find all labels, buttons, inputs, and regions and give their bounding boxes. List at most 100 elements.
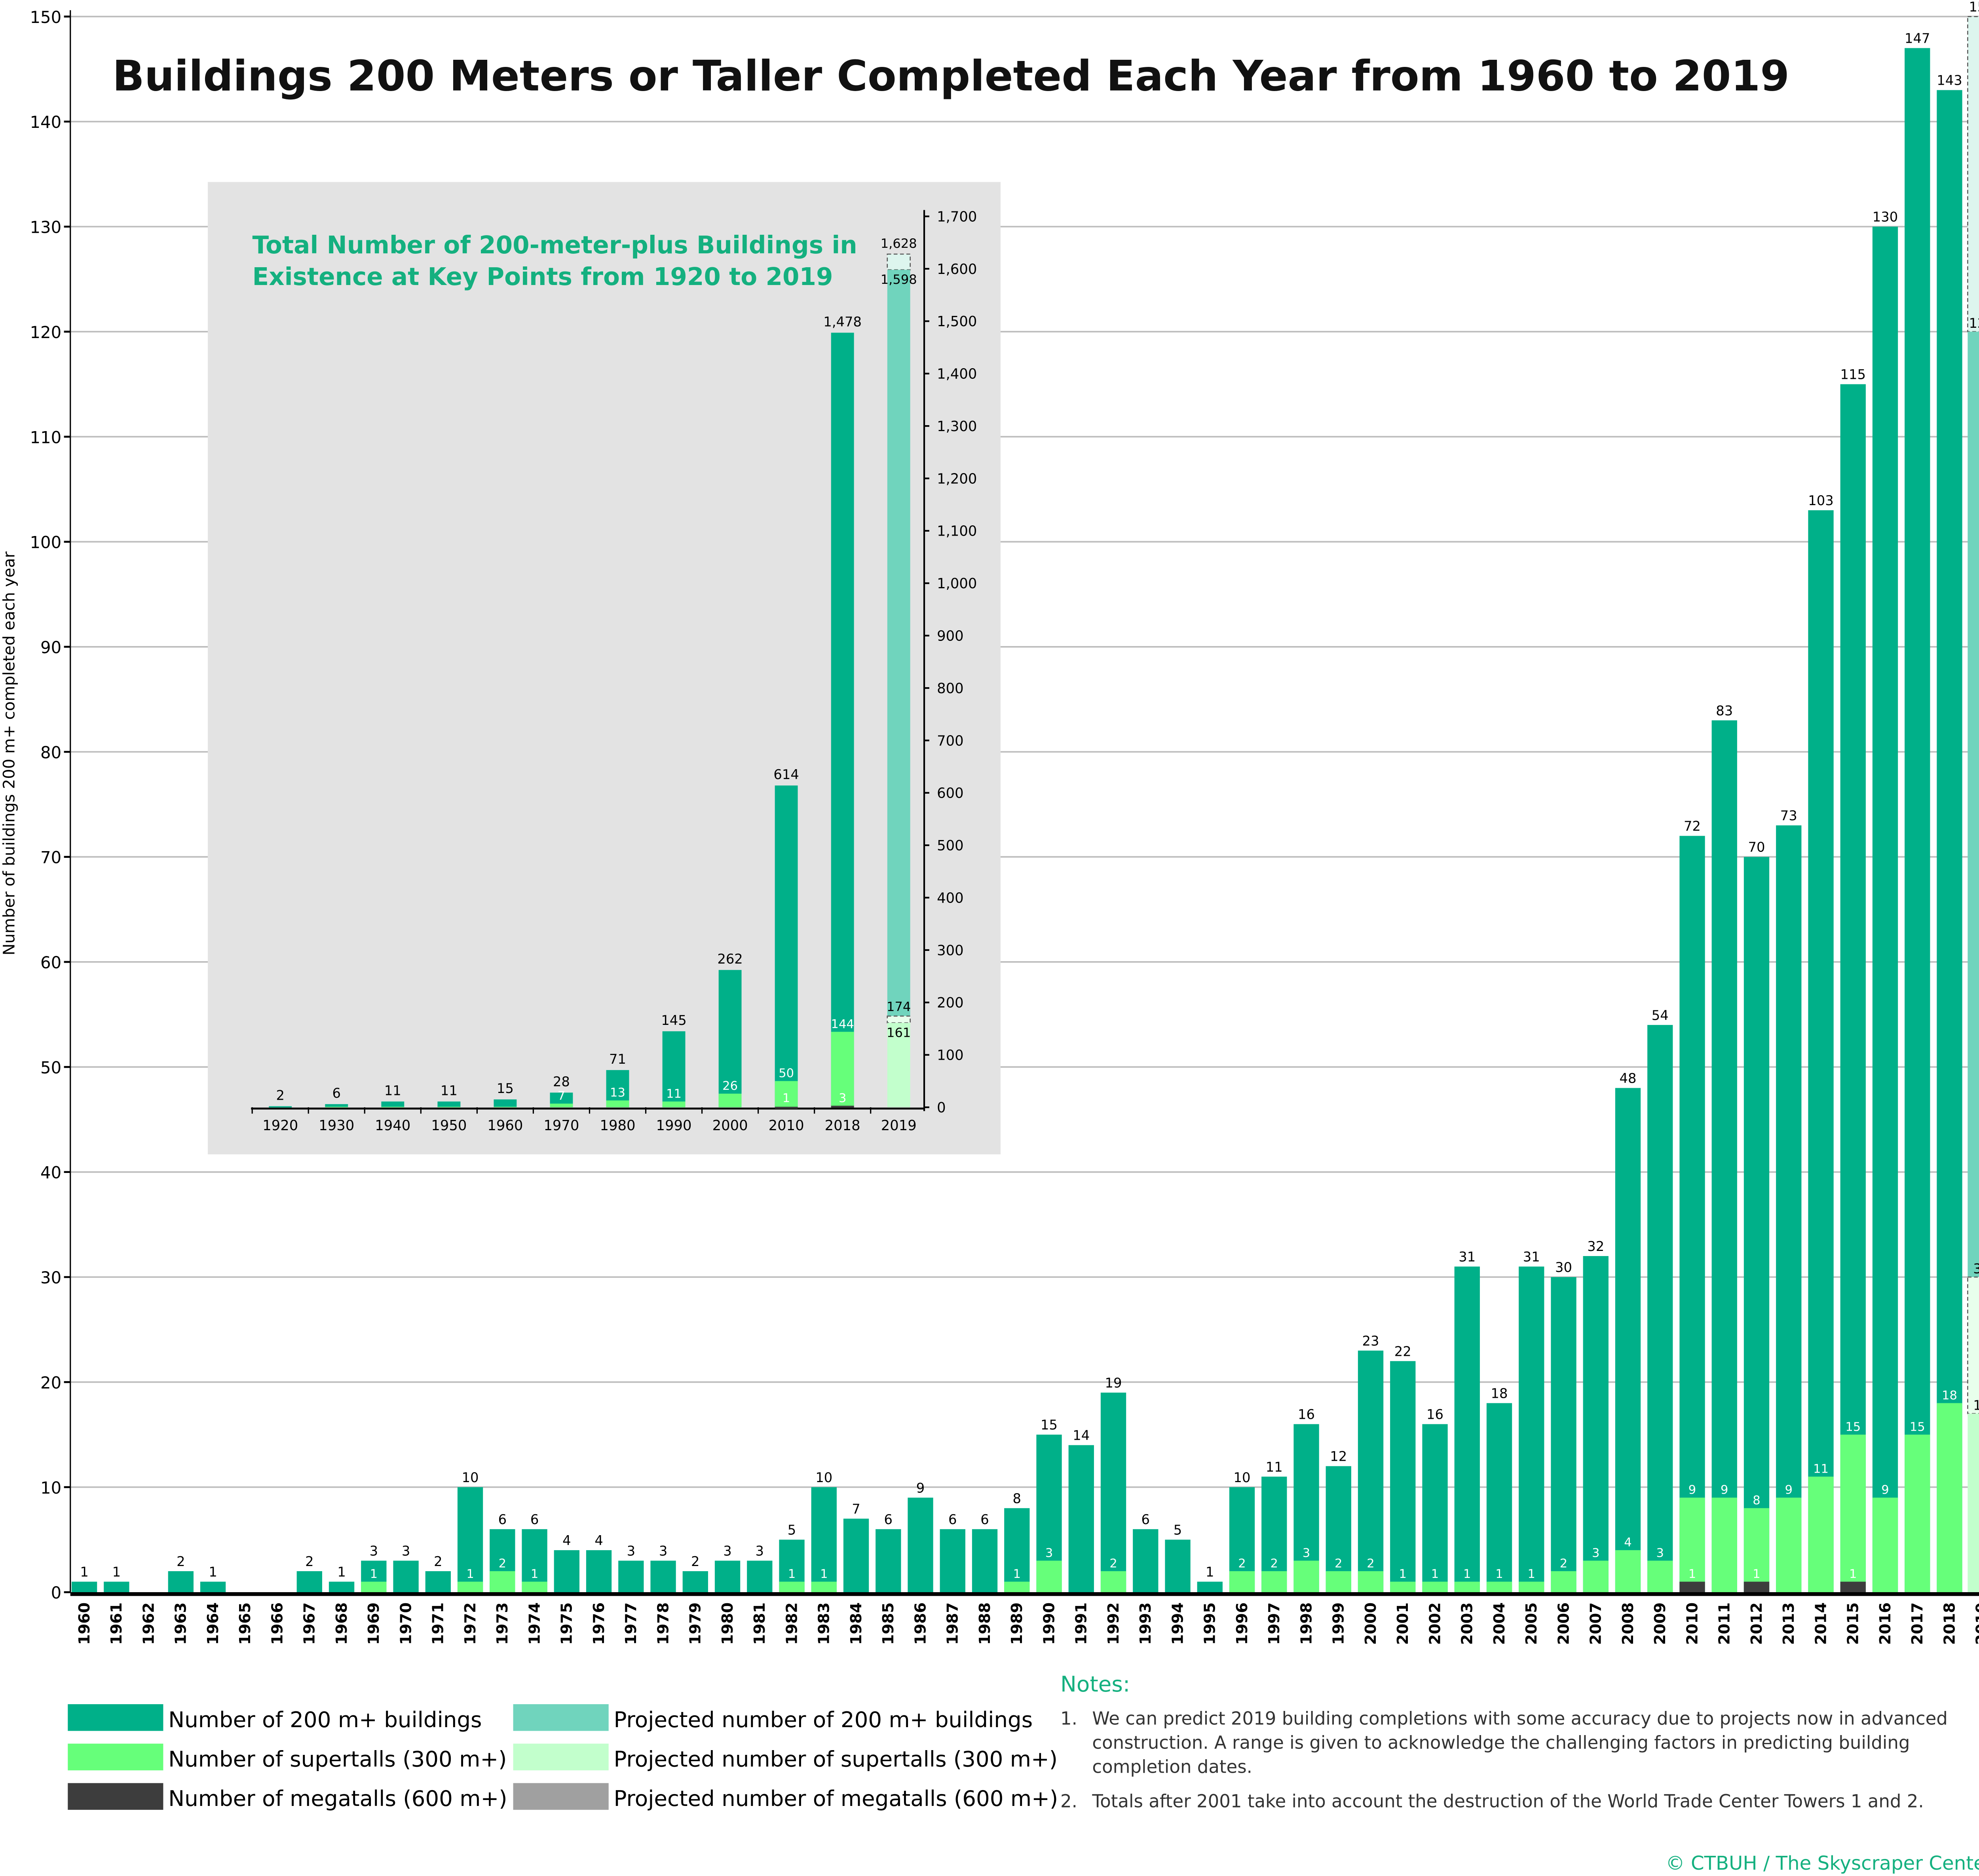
bar-200m	[1808, 510, 1834, 1593]
bar-200m	[1133, 1529, 1159, 1593]
y-tick-label: 120	[30, 323, 61, 342]
x-tick-label: 1972	[462, 1602, 479, 1645]
bar-200m	[168, 1571, 194, 1593]
bar-200m	[650, 1560, 676, 1593]
bar-supertall	[1711, 1498, 1737, 1593]
x-tick-label: 1978	[654, 1602, 672, 1645]
inset-value-label-total: 28	[553, 1074, 570, 1089]
bar-200m	[425, 1571, 451, 1593]
value-label-supertall: 2	[1271, 1557, 1278, 1570]
inset-y-tick-label: 1,600	[937, 261, 977, 278]
value-label-total: 3	[659, 1543, 667, 1559]
value-label-total: 1	[209, 1564, 217, 1580]
x-tick-label: 2008	[1619, 1602, 1637, 1645]
value-label-total: 1	[337, 1564, 346, 1580]
inset-y-tick-label: 800	[937, 680, 964, 697]
bar-200m	[843, 1519, 869, 1593]
inset-y-tick-label: 300	[937, 943, 964, 959]
bar-supertall	[1261, 1571, 1287, 1593]
inset-value-label-total: 11	[441, 1083, 458, 1098]
bar-supertall	[1808, 1477, 1834, 1593]
value-label-supertall: 1	[1013, 1567, 1021, 1581]
inset-value-label-projected-super-low: 161	[887, 1025, 911, 1040]
bar-megatall	[1743, 1581, 1770, 1593]
x-tick-label: 2019	[1973, 1602, 1979, 1645]
bar-supertall	[1615, 1550, 1641, 1593]
inset-x-tick-label: 2010	[769, 1118, 804, 1134]
x-tick-label: 1990	[1040, 1602, 1058, 1645]
value-label-supertall: 1	[1399, 1567, 1407, 1581]
bar-supertall	[1390, 1581, 1416, 1593]
inset-bar-200m	[662, 1031, 686, 1108]
value-label-supertall: 2	[1109, 1557, 1117, 1570]
inset-y-tick-label: 1,500	[937, 314, 977, 330]
bar-200m	[1390, 1361, 1416, 1593]
inset-bar-200m	[269, 1106, 292, 1108]
x-tick-label: 1963	[172, 1602, 190, 1645]
value-label-total: 147	[1905, 31, 1930, 46]
value-label-total: 1	[80, 1564, 88, 1580]
value-label-total: 72	[1684, 819, 1701, 834]
value-label-total: 31	[1523, 1249, 1540, 1265]
bar-supertall	[1583, 1560, 1609, 1593]
bar-200m	[1100, 1392, 1126, 1593]
inset-x-tick-label: 1920	[262, 1118, 298, 1134]
value-label-total: 4	[562, 1533, 571, 1548]
legend-label: Projected number of megatalls (600 m+)	[614, 1786, 1058, 1811]
bar-200m	[1165, 1540, 1191, 1593]
x-tick-label: 2009	[1651, 1602, 1669, 1645]
bar-supertall	[1647, 1560, 1673, 1593]
y-tick-label: 10	[40, 1478, 61, 1498]
bar-200m	[586, 1550, 612, 1593]
bar-200m	[296, 1571, 322, 1593]
legend-label: Number of 200 m+ buildings	[168, 1707, 482, 1732]
bar-200m	[908, 1498, 933, 1593]
value-label-supertall: 11	[1813, 1462, 1829, 1476]
value-label-supertall: 1	[1495, 1567, 1503, 1581]
value-label-total: 6	[884, 1512, 893, 1527]
legend-swatch	[513, 1704, 609, 1731]
value-label-total: 3	[370, 1543, 378, 1559]
bar-200m	[1551, 1277, 1576, 1593]
value-label-projected-high: 150	[1969, 0, 1979, 15]
inset-value-label-supertall: 50	[779, 1066, 794, 1080]
legend-label: Projected number of supertalls (300 m+)	[614, 1747, 1058, 1772]
value-label-total: 3	[756, 1543, 764, 1559]
value-label-supertall: 9	[1688, 1483, 1696, 1497]
legend-swatch	[68, 1704, 163, 1731]
value-label-total: 143	[1937, 73, 1962, 88]
inset-y-tick-label: 900	[937, 628, 964, 644]
inset-bar-200m	[718, 970, 742, 1108]
value-label-total: 103	[1808, 493, 1833, 508]
legend-label: Number of megatalls (600 m+)	[168, 1786, 507, 1811]
value-label-total: 14	[1073, 1428, 1090, 1443]
x-tick-label: 2016	[1876, 1602, 1894, 1645]
note-number: 1.	[1060, 1708, 1077, 1729]
value-label-total: 2	[691, 1554, 699, 1569]
value-label-total: 2	[177, 1554, 185, 1569]
x-tick-label: 1965	[236, 1602, 254, 1645]
bar-200m	[747, 1560, 773, 1593]
x-tick-label: 1977	[622, 1602, 640, 1645]
inset-y-tick-label: 1,700	[937, 209, 977, 225]
inset-value-label-total: 262	[717, 951, 743, 967]
value-label-supertall: 18	[1942, 1389, 1957, 1403]
value-label-total: 2	[434, 1554, 442, 1569]
value-label-total: 8	[1013, 1491, 1021, 1506]
value-label-supertall: 1	[1463, 1567, 1471, 1581]
bar-200m	[1004, 1508, 1030, 1593]
y-tick-label: 110	[30, 428, 61, 447]
bar-supertall	[1679, 1498, 1705, 1593]
value-label-supertall: 9	[1721, 1483, 1728, 1497]
bar-200m	[1937, 90, 1962, 1593]
inset-bar-200m	[325, 1104, 348, 1108]
inset-value-label-total: 614	[773, 767, 799, 782]
value-label-supertall: 2	[1335, 1557, 1342, 1570]
bar-200m	[714, 1560, 741, 1593]
value-label-total: 6	[1141, 1512, 1150, 1527]
value-label-total: 73	[1780, 808, 1797, 823]
x-tick-label: 2018	[1941, 1602, 1958, 1645]
inset-bar-200m	[437, 1101, 461, 1108]
